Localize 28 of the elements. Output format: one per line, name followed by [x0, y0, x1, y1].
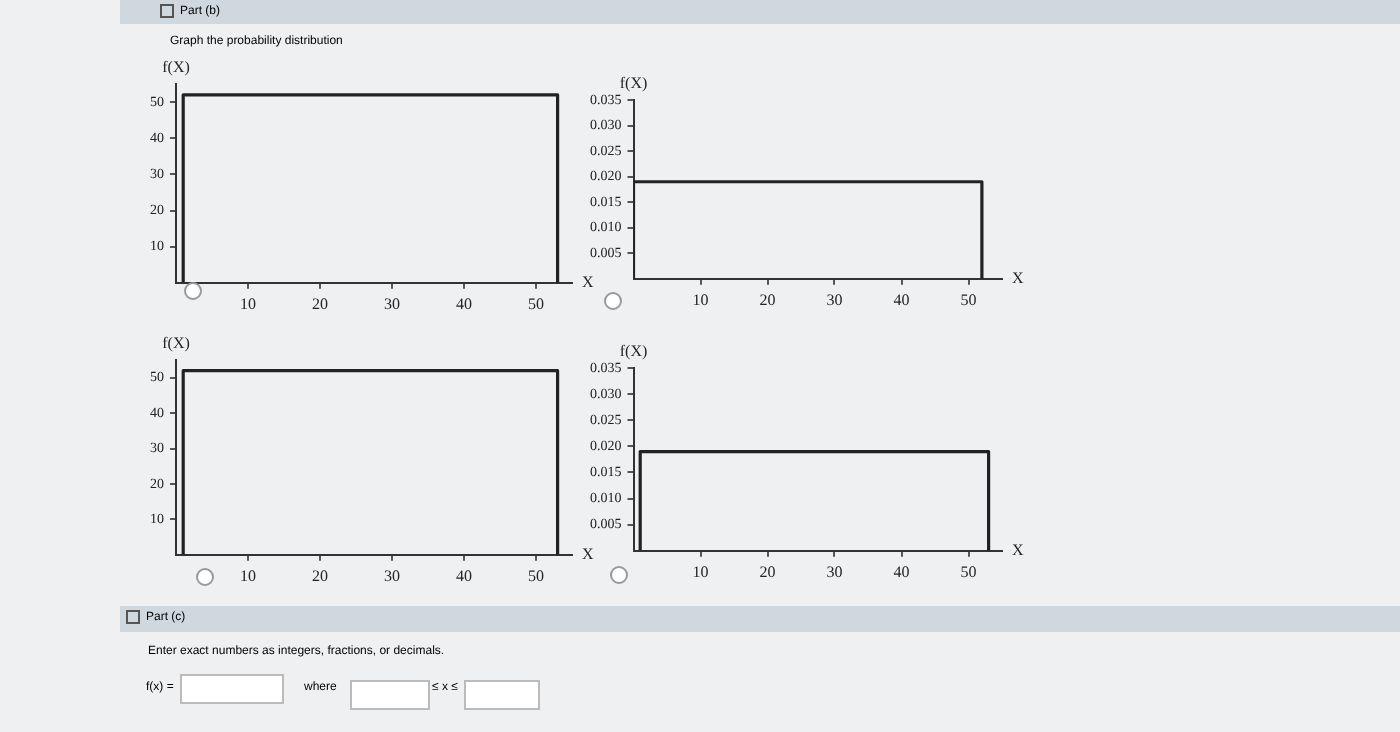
x-tick-label: 20 [312, 566, 328, 585]
x-axis-title: X [582, 272, 594, 291]
x-tick-label: 30 [826, 290, 843, 309]
x-tick-label: 10 [240, 294, 256, 313]
x-tick-label: 10 [692, 562, 709, 581]
x-tick-label: 30 [384, 566, 400, 585]
x-tick-label: 20 [759, 290, 776, 309]
x-tick-label: 50 [528, 566, 544, 585]
x-tick-label: 50 [960, 562, 977, 581]
x-axis-title: X [1012, 540, 1024, 559]
x-tick-label: 10 [692, 290, 709, 309]
x-axis-title: X [1012, 268, 1024, 287]
x-tick-label: 50 [528, 294, 544, 313]
y-axis-title: f(X) [619, 342, 648, 361]
x-tick-label: 40 [893, 562, 910, 581]
x-tick-label: 30 [826, 562, 843, 581]
y-axis-title: f(X) [162, 58, 191, 77]
x-tick-label: 20 [312, 294, 328, 313]
x-tick-label: 10 [240, 566, 256, 585]
x-tick-label: 40 [456, 566, 472, 585]
x-tick-label: 20 [759, 562, 776, 581]
y-axis-title: f(X) [619, 74, 648, 93]
x-axis-title: X [582, 544, 594, 563]
x-tick-label: 40 [456, 294, 472, 313]
x-tick-label: 50 [960, 290, 977, 309]
y-axis-title: f(X) [162, 334, 191, 353]
x-tick-label: 40 [893, 290, 910, 309]
x-tick-label: 30 [384, 294, 400, 313]
